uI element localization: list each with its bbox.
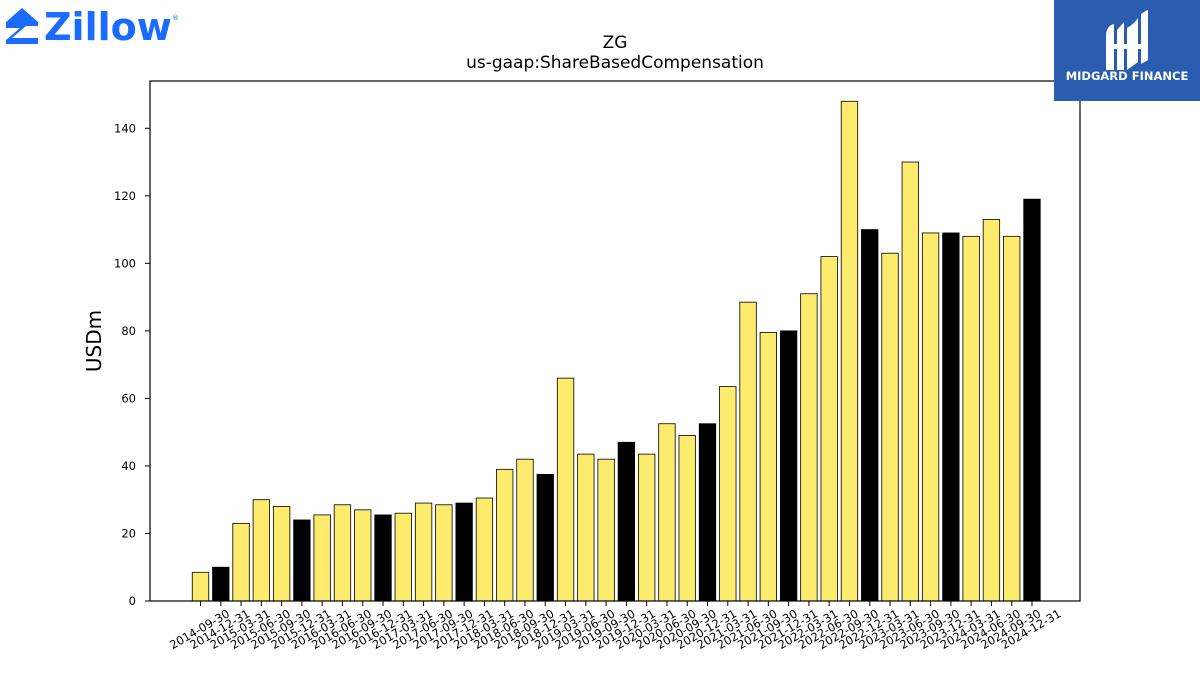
bar-2021-12-31 xyxy=(779,330,798,602)
y-tick-label: 20 xyxy=(121,526,136,540)
bar-2019-03-31 xyxy=(556,377,575,602)
bar-2023-12-31 xyxy=(942,232,960,602)
bar-2019-09-30 xyxy=(597,458,615,602)
bar-2021-09-30 xyxy=(759,332,777,602)
plot-frame xyxy=(149,80,1081,602)
bar-2016-03-31 xyxy=(313,514,331,602)
bar-2024-06-30 xyxy=(982,219,1001,602)
bar-2018-12-31 xyxy=(536,473,554,602)
bar-2024-09-30 xyxy=(1003,235,1021,602)
bar-2015-03-31 xyxy=(232,522,250,602)
bar-2022-09-30 xyxy=(840,100,859,602)
y-ticks-group: 0 20 40 60 80 100 120 140 xyxy=(114,121,150,608)
bar-2014-12-31 xyxy=(212,566,230,602)
y-tick-label: 100 xyxy=(114,256,136,270)
bar-2016-06-30 xyxy=(333,504,352,602)
y-tick-label: 120 xyxy=(114,189,136,203)
bar-2017-06-30 xyxy=(414,502,433,602)
bar-2023-09-30 xyxy=(921,232,940,602)
zillow-house-icon: Zillow ® xyxy=(6,5,179,49)
zillow-wordmark: Zillow xyxy=(44,5,172,46)
bar-2018-09-30 xyxy=(516,458,534,602)
bar-2020-12-31 xyxy=(698,423,717,602)
midgard-wordmark: MIDGARD FINANCE xyxy=(1066,69,1189,83)
bars-group xyxy=(191,100,1041,602)
bar-2020-09-30 xyxy=(678,435,696,602)
midgard-logo-graphic: MIDGARD FINANCE xyxy=(1054,0,1200,101)
bar-2016-12-31 xyxy=(374,514,392,602)
bar-2022-06-30 xyxy=(820,256,838,602)
bar-2014-09-30 xyxy=(191,571,210,602)
bar-2020-03-31 xyxy=(638,453,656,602)
midgard-emblem-icon xyxy=(1106,10,1148,70)
bar-2022-03-31 xyxy=(800,293,818,602)
bar-2016-09-30 xyxy=(354,509,372,602)
bar-2019-06-30 xyxy=(577,453,595,602)
bar-2021-03-31 xyxy=(719,386,737,602)
y-tick-label: 140 xyxy=(114,121,136,135)
bar-2017-09-30 xyxy=(435,504,453,602)
bar-2015-09-30 xyxy=(272,506,291,602)
bar-2024-12-31 xyxy=(1023,198,1041,602)
y-tick-label: 0 xyxy=(129,594,136,608)
x-ticks-group: 2014-09-302014-12-312015-03-312015-06-30… xyxy=(167,601,1063,652)
y-tick-label: 40 xyxy=(121,459,136,473)
zillow-logo: Zillow ® xyxy=(4,4,179,50)
bar-2023-06-30 xyxy=(901,161,919,602)
bar-2019-12-31 xyxy=(617,441,636,602)
bar-2023-03-31 xyxy=(881,252,899,602)
svg-text:®: ® xyxy=(172,14,179,22)
bar-2021-06-30 xyxy=(739,301,757,602)
bar-2020-06-30 xyxy=(658,423,676,602)
midgard-finance-logo: MIDGARD FINANCE xyxy=(1054,0,1200,101)
chart-subtitle: us-gaap:ShareBasedCompensation xyxy=(466,53,764,73)
bar-2018-03-31 xyxy=(475,497,494,602)
bar-2024-03-31 xyxy=(962,235,980,602)
bar-2017-03-31 xyxy=(394,512,412,602)
bar-2015-06-30 xyxy=(252,499,270,602)
y-tick-label: 60 xyxy=(121,391,136,405)
bar-2022-12-31 xyxy=(861,229,879,602)
bar-2017-12-31 xyxy=(455,502,473,602)
y-axis-label: USDm xyxy=(82,310,106,372)
y-tick-label: 80 xyxy=(121,324,136,338)
bar-2018-06-30 xyxy=(496,468,514,602)
bar-2015-12-31 xyxy=(293,519,311,602)
chart-title: ZG xyxy=(603,33,628,53)
